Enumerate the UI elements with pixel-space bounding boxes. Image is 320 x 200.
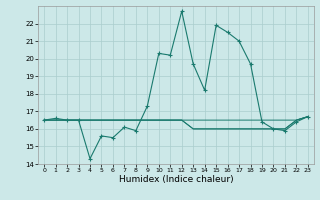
X-axis label: Humidex (Indice chaleur): Humidex (Indice chaleur) [119,175,233,184]
